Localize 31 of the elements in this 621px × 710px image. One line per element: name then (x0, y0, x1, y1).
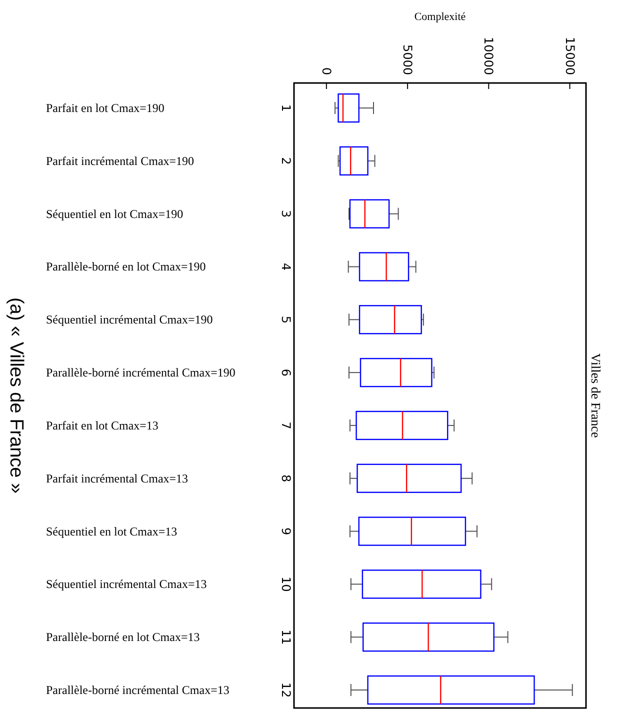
y-tick-label: 7 (279, 422, 293, 430)
text: Séquentiel en lot Cmax=13 (46, 524, 178, 538)
y-tick-label: 1 (279, 104, 293, 112)
text: Parallèle-borné en lot Cmax=13 (46, 630, 200, 644)
x-tick-label: 0 (319, 67, 334, 75)
text: Parfait en lot Cmax=190 (46, 101, 164, 115)
y-tick-label: 3 (279, 210, 293, 218)
y-tick-label: 4 (279, 262, 293, 271)
y-tick-label: 8 (279, 474, 293, 482)
y-tick-label: 12 (279, 682, 293, 698)
y-tick-label: 5 (279, 316, 293, 324)
text: Villes de France (588, 353, 604, 438)
x-tick-label: 15000 (562, 36, 577, 75)
y-tick-label: 6 (279, 368, 293, 376)
text: Parallèle-borné incrémental Cmax=190 (46, 366, 236, 380)
text: Séquentiel incrémental Cmax=190 (46, 312, 213, 327)
text: Séquentiel incrémental Cmax=13 (46, 577, 207, 592)
text: Parfait incrémental Cmax=13 (46, 471, 188, 486)
text: Parfait en lot Cmax=13 (46, 418, 158, 432)
text: Séquentiel en lot Cmax=190 (46, 206, 184, 221)
text: (a) « Villes de France » (6, 297, 26, 494)
text: Parallèle-borné en lot Cmax=190 (46, 260, 206, 274)
x-axis-title: Complexité (414, 11, 466, 23)
y-tick-label: 2 (279, 157, 293, 165)
text: Parfait incrémental Cmax=190 (46, 154, 194, 168)
x-tick-label: 10000 (482, 36, 496, 75)
text: Parallèle-borné incrémental Cmax=13 (46, 683, 230, 697)
x-tick-label: 5000 (400, 44, 415, 75)
y-tick-label: 9 (279, 527, 293, 536)
y-tick-label: 10 (279, 576, 293, 592)
y-tick-label: 11 (279, 629, 293, 645)
